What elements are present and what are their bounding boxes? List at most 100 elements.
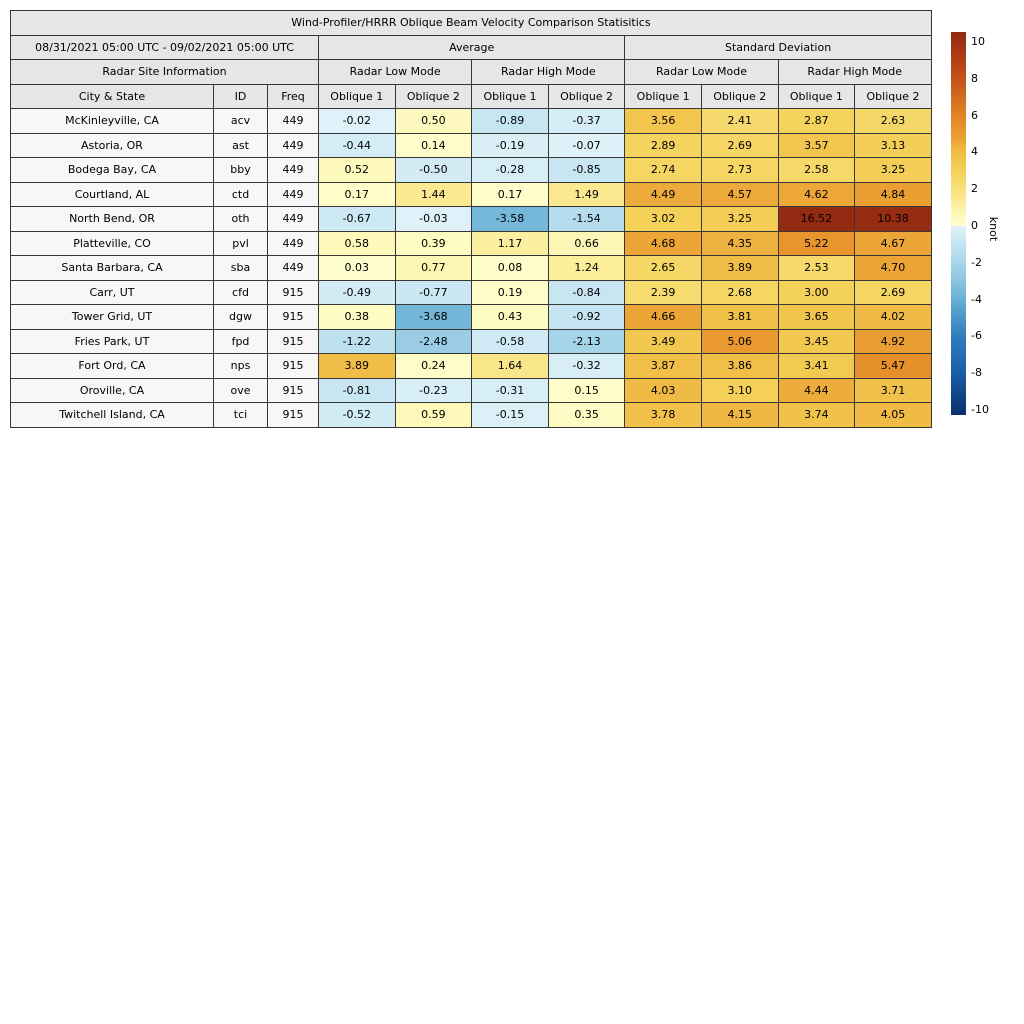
city-cell: McKinleyville, CA xyxy=(10,108,214,134)
value-cell: 4.35 xyxy=(700,230,779,256)
value-cell: 2.69 xyxy=(700,132,779,158)
freq-cell: 915 xyxy=(267,377,319,403)
value-cell: 3.57 xyxy=(777,132,856,158)
value-cell: -0.49 xyxy=(318,279,396,305)
value-cell: 4.15 xyxy=(700,402,779,428)
table-row: Santa Barbara, CA sba 449 0.03 0.77 0.08 1.24 2… xyxy=(10,255,932,281)
table-row: North Bend, OR oth 449 -0.67 -0.03 -3.58 -1.54… xyxy=(10,206,932,232)
value-cell: -2.48 xyxy=(394,328,473,354)
city-cell: Fries Park, UT xyxy=(10,328,214,354)
freq-cell: 915 xyxy=(267,304,319,330)
value-cell: 5.06 xyxy=(700,328,779,354)
city-cell: Platteville, CO xyxy=(10,230,214,256)
site-id-cell: cfd xyxy=(213,279,268,305)
site-id-cell: bby xyxy=(213,157,268,183)
value-cell: -0.52 xyxy=(318,402,396,428)
colorbar-tick-label: -2 xyxy=(971,255,982,269)
freq-cell: 915 xyxy=(267,402,319,428)
value-cell: 2.89 xyxy=(624,132,702,158)
value-cell: -0.19 xyxy=(471,132,549,158)
value-cell: -0.85 xyxy=(547,157,626,183)
value-cell: 3.87 xyxy=(624,353,702,379)
colorbar-tick-label: 6 xyxy=(971,108,978,122)
value-cell: -0.92 xyxy=(547,304,626,330)
table-title: Wind-Profiler/HRRR Oblique Beam Velocity… xyxy=(10,10,932,36)
value-cell: -0.37 xyxy=(547,108,626,134)
value-cell: 2.53 xyxy=(777,255,856,281)
col-header-oblique-2: Oblique 2 xyxy=(854,83,932,109)
table-row: Oroville, CA ove 915 -0.81 -0.23 -0.31 0.15 4.0… xyxy=(10,377,932,403)
value-cell: 2.63 xyxy=(854,108,932,134)
value-cell: 1.64 xyxy=(471,353,549,379)
value-cell: 0.38 xyxy=(318,304,396,330)
freq-cell: 449 xyxy=(267,132,319,158)
value-cell: -0.02 xyxy=(318,108,396,134)
value-cell: 0.17 xyxy=(318,181,396,207)
mode-header-row: Radar Site Information Radar Low Mode Ra… xyxy=(10,59,932,85)
site-id-cell: tci xyxy=(213,402,268,428)
value-cell: 3.49 xyxy=(624,328,702,354)
value-cell: -0.03 xyxy=(394,206,473,232)
colorbar-tick-label: 4 xyxy=(971,145,978,159)
value-cell: 2.41 xyxy=(700,108,779,134)
value-cell: 0.58 xyxy=(318,230,396,256)
city-cell: North Bend, OR xyxy=(10,206,214,232)
col-header-oblique-1: Oblique 1 xyxy=(624,83,702,109)
city-cell: Oroville, CA xyxy=(10,377,214,403)
column-header-row: City & State ID Freq Oblique 1 Oblique 2… xyxy=(10,83,932,109)
value-cell: 4.70 xyxy=(854,255,932,281)
freq-cell: 915 xyxy=(267,328,319,354)
site-id-cell: dgw xyxy=(213,304,268,330)
value-cell: 3.10 xyxy=(700,377,779,403)
site-id-cell: pvl xyxy=(213,230,268,256)
value-cell: 2.68 xyxy=(700,279,779,305)
value-cell: 2.74 xyxy=(624,157,702,183)
value-cell: 1.24 xyxy=(547,255,626,281)
colorbar-tick-label: 0 xyxy=(971,219,978,232)
colorbar-tick-label: -4 xyxy=(971,292,982,306)
value-cell: 3.71 xyxy=(854,377,932,403)
value-cell: -0.67 xyxy=(318,206,396,232)
value-cell: 3.45 xyxy=(777,328,856,354)
value-cell: 3.25 xyxy=(700,206,779,232)
value-cell: -0.23 xyxy=(394,377,473,403)
value-cell: 3.86 xyxy=(700,353,779,379)
value-cell: 0.24 xyxy=(394,353,473,379)
value-cell: 4.62 xyxy=(777,181,856,207)
value-cell: 3.25 xyxy=(854,157,932,183)
value-cell: 0.66 xyxy=(547,230,626,256)
subheader-avg-high-mode: Radar High Mode xyxy=(471,59,626,85)
col-header-oblique-2: Oblique 2 xyxy=(700,83,779,109)
site-id-cell: ast xyxy=(213,132,268,158)
colorbar-tick-label: -6 xyxy=(971,329,982,343)
site-id-cell: acv xyxy=(213,108,268,134)
value-cell: 4.57 xyxy=(700,181,779,207)
value-cell: 0.43 xyxy=(471,304,549,330)
value-cell: 3.65 xyxy=(777,304,856,330)
value-cell: 2.58 xyxy=(777,157,856,183)
value-cell: -0.50 xyxy=(394,157,473,183)
table-row: Twitchell Island, CA tci 915 -0.52 0.59 -0.15… xyxy=(10,402,932,428)
value-cell: 4.05 xyxy=(854,402,932,428)
city-cell: Fort Ord, CA xyxy=(10,353,214,379)
freq-cell: 915 xyxy=(267,353,319,379)
col-header-city-state: City & State xyxy=(10,83,214,109)
value-cell: 5.47 xyxy=(854,353,932,379)
group-header-row: 08/31/2021 05:00 UTC - 09/02/2021 05:00 … xyxy=(10,34,932,60)
city-cell: Tower Grid, UT xyxy=(10,304,214,330)
colorbar-tick-label: 10 xyxy=(971,34,985,48)
value-cell: -3.68 xyxy=(394,304,473,330)
value-cell: 0.35 xyxy=(547,402,626,428)
value-cell: 0.15 xyxy=(547,377,626,403)
value-cell: 0.77 xyxy=(394,255,473,281)
value-cell: 16.52 xyxy=(777,206,856,232)
col-header-freq: Freq xyxy=(267,83,319,109)
value-cell: 4.44 xyxy=(777,377,856,403)
colorbar: 10 8 6 4 2 0 -2 -4 -6 -8 -10 knot xyxy=(951,32,1024,416)
value-cell: 5.22 xyxy=(777,230,856,256)
value-cell: 4.66 xyxy=(624,304,702,330)
group-header-average: Average xyxy=(317,34,626,60)
table-row: Tower Grid, UT dgw 915 0.38 -3.68 0.43 -0.92 4.… xyxy=(10,304,932,330)
value-cell: 3.78 xyxy=(624,402,702,428)
value-cell: -0.77 xyxy=(394,279,473,305)
